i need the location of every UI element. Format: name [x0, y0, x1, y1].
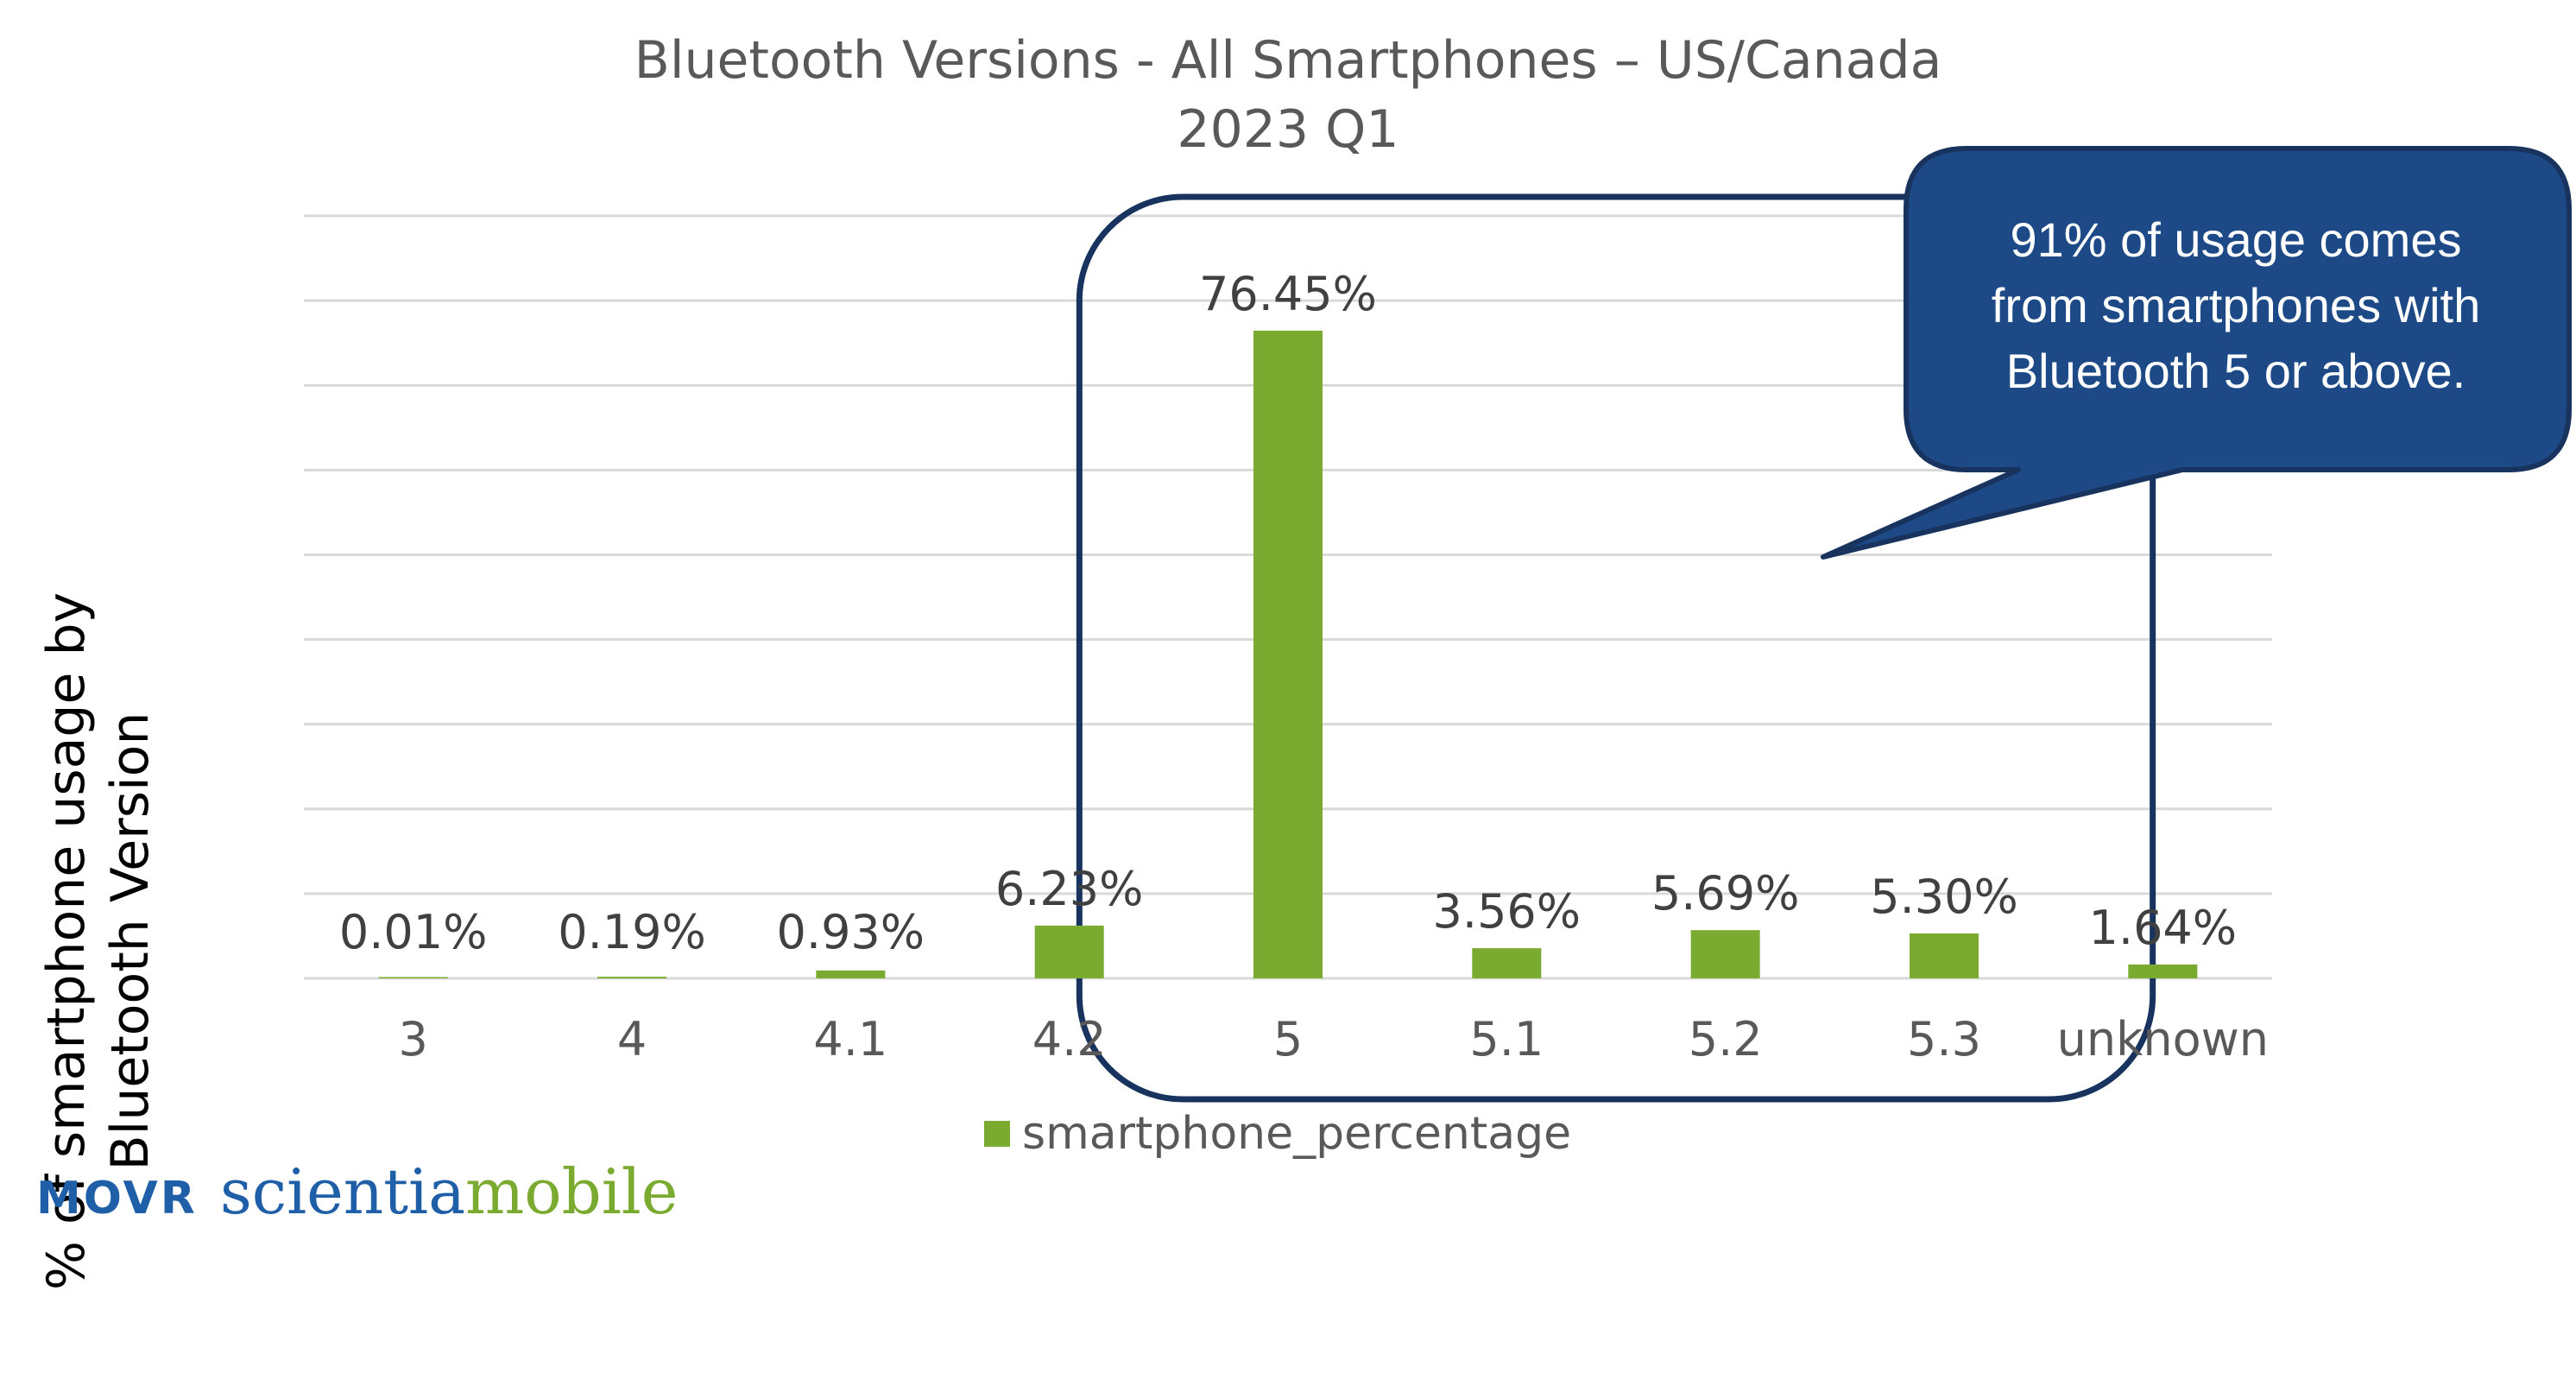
chart-subtitle: 2023 Q1	[1177, 99, 1399, 160]
bar	[597, 977, 666, 978]
legend: smartphone_percentage	[984, 1108, 1571, 1160]
x-tick-labels: 3 4 4.1 4.2 5 5.1 5.2 5.3 unknown	[398, 1012, 2269, 1066]
bar	[1034, 925, 1104, 978]
bar	[1472, 948, 1542, 978]
callout-text: 91% of usage comes from smartphones with…	[1908, 207, 2564, 404]
data-labels: 0.01% 0.19% 0.93% 6.23% 76.45% 3.56% 5.69% 5.30…	[339, 267, 2237, 959]
movr-scientiamobile-logo: MOVR scientia mobile	[36, 1155, 678, 1228]
logo-movr: MOVR	[36, 1173, 198, 1224]
data-label: 76.45%	[1199, 267, 1377, 321]
callout-line-1: 91% of usage comes	[2010, 212, 2462, 267]
y-axis-label-line-2: Bluetooth Version	[100, 712, 161, 1171]
callout-bubble	[1821, 146, 2572, 560]
bars	[378, 330, 2198, 978]
bar	[1253, 330, 1323, 978]
x-tick-label: 4.2	[1032, 1012, 1107, 1066]
x-tick-label: unknown	[2057, 1012, 2269, 1066]
callout-line-3: Bluetooth 5 or above.	[2005, 344, 2466, 398]
data-label: 5.69%	[1651, 866, 1800, 921]
bar	[816, 970, 886, 978]
x-tick-label: 4	[617, 1012, 647, 1066]
bar	[1690, 930, 1760, 978]
x-tick-label: 5.3	[1907, 1012, 1981, 1066]
data-label: 0.01%	[339, 905, 488, 959]
callout-line-2: from smartphones with	[1991, 278, 2481, 332]
data-label: 0.93%	[777, 905, 925, 959]
callout-shape	[1821, 146, 2572, 560]
data-label: 1.64%	[2089, 901, 2238, 955]
data-label: 3.56%	[1433, 884, 1582, 939]
bar-chart: 0.01% 0.19% 0.93% 6.23% 76.45% 3.56% 5.69% 5.30…	[304, 146, 2572, 1103]
chart-title: Bluetooth Versions - All Smartphones – U…	[634, 30, 1942, 91]
bar	[2128, 964, 2198, 978]
legend-label: smartphone_percentage	[1022, 1108, 1572, 1160]
highlight-box	[1076, 193, 2156, 1103]
x-tick-label: 4.1	[813, 1012, 887, 1066]
logo-scientia: scientia	[219, 1155, 466, 1228]
data-label: 0.19%	[558, 905, 706, 959]
logo-mobile: mobile	[465, 1155, 679, 1228]
legend-swatch	[984, 1121, 1010, 1147]
y-axis-label: % of smartphone usage by Bluetooth Versi…	[35, 509, 173, 1373]
bar	[1910, 933, 1979, 978]
bar	[378, 977, 448, 978]
y-axis-label-line-1: % of smartphone usage by	[36, 592, 97, 1291]
x-tick-label: 5.2	[1689, 1012, 1763, 1066]
highlight-frame	[1076, 193, 2156, 1103]
x-tick-label: 5	[1273, 1012, 1303, 1066]
x-tick-label: 3	[398, 1012, 427, 1066]
data-label: 5.30%	[1870, 870, 2018, 924]
x-tick-label: 5.1	[1469, 1012, 1544, 1066]
data-label: 6.23%	[995, 862, 1144, 916]
